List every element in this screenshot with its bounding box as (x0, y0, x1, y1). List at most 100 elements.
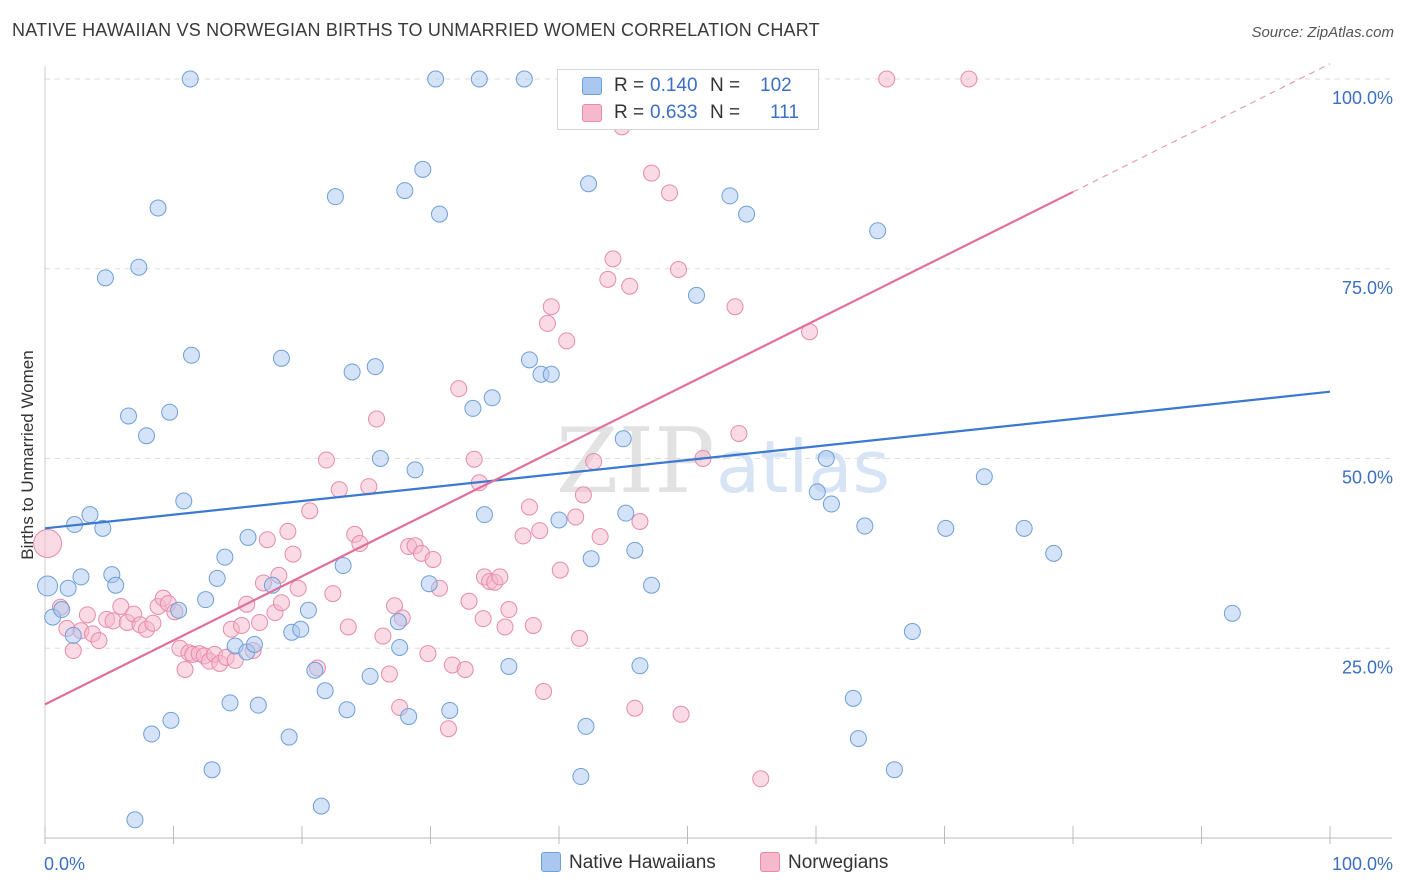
native-hawaiians-point (170, 601, 188, 619)
native-hawaiians-point (249, 696, 267, 714)
tick-labels: 25.0% 50.0% 75.0% 100.0% 0.0% 100.0% (44, 88, 1393, 874)
r-value: 0.633 (650, 102, 698, 123)
norwegians-point (386, 597, 404, 615)
norwegians-point (64, 642, 82, 660)
norwegians-point (456, 661, 474, 679)
legend-item-norwegians[interactable]: Norwegians (760, 852, 888, 874)
native-hawaiians-point (869, 222, 887, 240)
native-hawaiians-point (245, 635, 263, 653)
native-hawaiians-point (849, 730, 867, 748)
native-hawaiians-swatch (541, 852, 561, 872)
native-hawaiians-point (542, 365, 560, 383)
norwegians-point (301, 502, 319, 520)
native-hawaiians-point (312, 797, 330, 815)
legend-row-norwegians: R = 0.633 N = 111 (558, 101, 818, 127)
n-value: 102 (760, 75, 792, 96)
native-hawaiians-point (96, 269, 114, 287)
native-hawaiians-point (396, 182, 414, 200)
native-hawaiians-point (334, 557, 352, 575)
norwegians-point (258, 531, 276, 549)
norwegians-point (643, 164, 661, 182)
native-hawaiians-point (738, 205, 756, 223)
norwegians-point (535, 683, 553, 701)
norwegians-point (878, 70, 896, 88)
native-hawaiians-point (822, 495, 840, 513)
native-hawaiians-point (721, 187, 739, 205)
native-hawaiians-point (614, 430, 632, 448)
norwegians-point (330, 481, 348, 499)
norwegians-point (284, 545, 302, 563)
legend-item-native-hawaiians[interactable]: Native Hawaiians (541, 852, 716, 874)
native-hawaiians-point (81, 506, 99, 524)
native-hawaiians-point (371, 450, 389, 467)
norwegians-point (144, 614, 162, 632)
r-label: R = (614, 102, 645, 123)
native-hawaiians-point (306, 661, 324, 679)
norwegians-point (289, 579, 307, 597)
native-hawaiians-point (182, 346, 200, 364)
norwegians-point (112, 598, 130, 616)
r-label: R = (614, 75, 645, 96)
norwegians-point (514, 527, 532, 545)
native-hawaiians-point (130, 258, 148, 276)
norwegians-point (491, 568, 509, 586)
native-hawaiians-point (343, 363, 361, 381)
axes (44, 66, 1392, 844)
norwegians-point (424, 550, 442, 568)
native-hawaiians-point (520, 351, 538, 369)
native-hawaiians-point (280, 728, 298, 746)
norwegians-point (670, 261, 688, 279)
norwegians-point (726, 298, 744, 316)
native-hawaiians-point (272, 349, 290, 367)
native-hawaiians-point (475, 506, 493, 524)
norwegians-point (604, 250, 622, 268)
native-hawaiians-point (937, 519, 955, 537)
series-legend: Native Hawaiians Norwegians (0, 852, 1406, 878)
y-tick-label: 75.0% (1342, 278, 1393, 298)
legend-label: Native Hawaiians (569, 852, 716, 873)
native-hawaiians-point (631, 657, 649, 675)
native-hawaiians-point (572, 768, 590, 786)
norwegians-point (251, 613, 269, 631)
norwegians-point (496, 618, 514, 636)
norwegians-point (730, 424, 748, 442)
norwegians-point (538, 314, 556, 332)
norwegians-trend-line (44, 190, 1074, 706)
native-hawaiians-point (470, 70, 488, 88)
native-hawaiians-point (338, 701, 356, 719)
r-value: 0.140 (650, 75, 698, 96)
native-hawaiians-point (366, 358, 384, 376)
native-hawaiians-point (500, 657, 518, 675)
source-credit: Source: ZipAtlas.com (1251, 24, 1394, 41)
native-hawaiians-point (216, 548, 234, 566)
native-hawaiians-point (626, 541, 644, 559)
norwegians-point (474, 610, 492, 628)
native-hawaiians-point (239, 528, 257, 546)
native-hawaiians-point (53, 601, 71, 619)
native-hawaiians-point (903, 623, 921, 641)
native-hawaiians-point (808, 483, 826, 501)
norwegians-point (585, 453, 603, 471)
norwegians-trend-line-extension (1072, 63, 1331, 193)
native-hawaiians-point (414, 160, 432, 178)
native-hawaiians-point (441, 701, 459, 719)
norwegians-point (360, 478, 378, 496)
native-hawaiians-point (326, 188, 344, 206)
norwegians-point (531, 522, 549, 540)
x-tick-label-max: 100.0% (1332, 854, 1393, 874)
norwegians-point (661, 184, 679, 202)
norwegians-point (368, 410, 386, 428)
norwegians-point (272, 594, 290, 612)
native-hawaiians-point (1223, 604, 1241, 622)
native-hawaiians-point (203, 761, 221, 779)
gridlines (45, 78, 1392, 649)
native-hawaiians-point (175, 492, 193, 510)
native-hawaiians-point (856, 517, 874, 535)
y-tick-label: 100.0% (1332, 88, 1393, 108)
norwegians-point (176, 661, 194, 679)
y-tick-label: 25.0% (1342, 657, 1393, 677)
native-hawaiians-point (361, 667, 379, 685)
native-hawaiians-point (577, 717, 595, 735)
native-hawaiians-point (126, 811, 144, 829)
y-tick-label: 50.0% (1342, 468, 1393, 488)
